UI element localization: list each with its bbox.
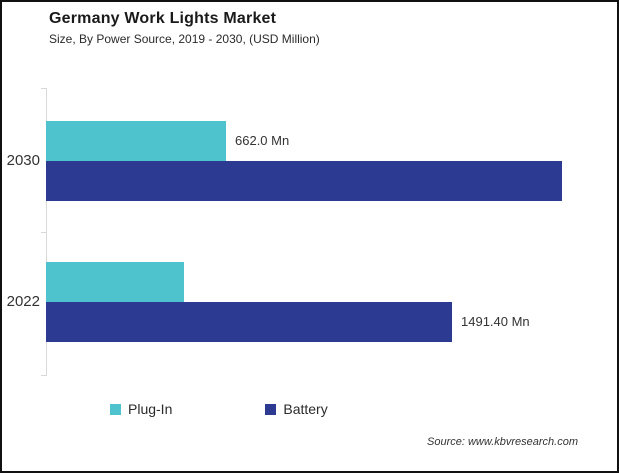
legend: Plug-In Battery <box>110 401 328 417</box>
axis-tick-middle <box>41 232 46 233</box>
chart-subtitle: Size, By Power Source, 2019 - 2030, (USD… <box>49 32 320 46</box>
legend-item-plug-in: Plug-In <box>110 401 172 417</box>
y-axis-label-2030: 2030 <box>6 152 40 169</box>
axis-tick-top <box>41 88 46 89</box>
y-axis-label-2022: 2022 <box>6 293 40 310</box>
legend-item-battery: Battery <box>265 401 328 417</box>
legend-label-battery: Battery <box>283 401 328 417</box>
plug-in-legend-swatch <box>110 403 121 415</box>
axis-tick-bottom <box>41 375 46 376</box>
y-axis-line <box>46 88 47 376</box>
bar-2022-battery <box>46 302 452 342</box>
bar-2030-battery <box>46 161 562 201</box>
bar-2030-plug-in <box>46 121 226 161</box>
legend-label-plug-in: Plug-In <box>128 401 173 417</box>
battery-legend-swatch <box>265 403 277 415</box>
data-label-2030-plug-in: 662.0 Mn <box>235 133 290 148</box>
data-label-2022-battery: 1491.40 Mn <box>461 314 530 329</box>
bar-2022-plug-in <box>46 262 184 302</box>
source-text: Source: www.kbvresearch.com <box>427 436 578 448</box>
chart-title: Germany Work Lights Market <box>49 10 277 27</box>
